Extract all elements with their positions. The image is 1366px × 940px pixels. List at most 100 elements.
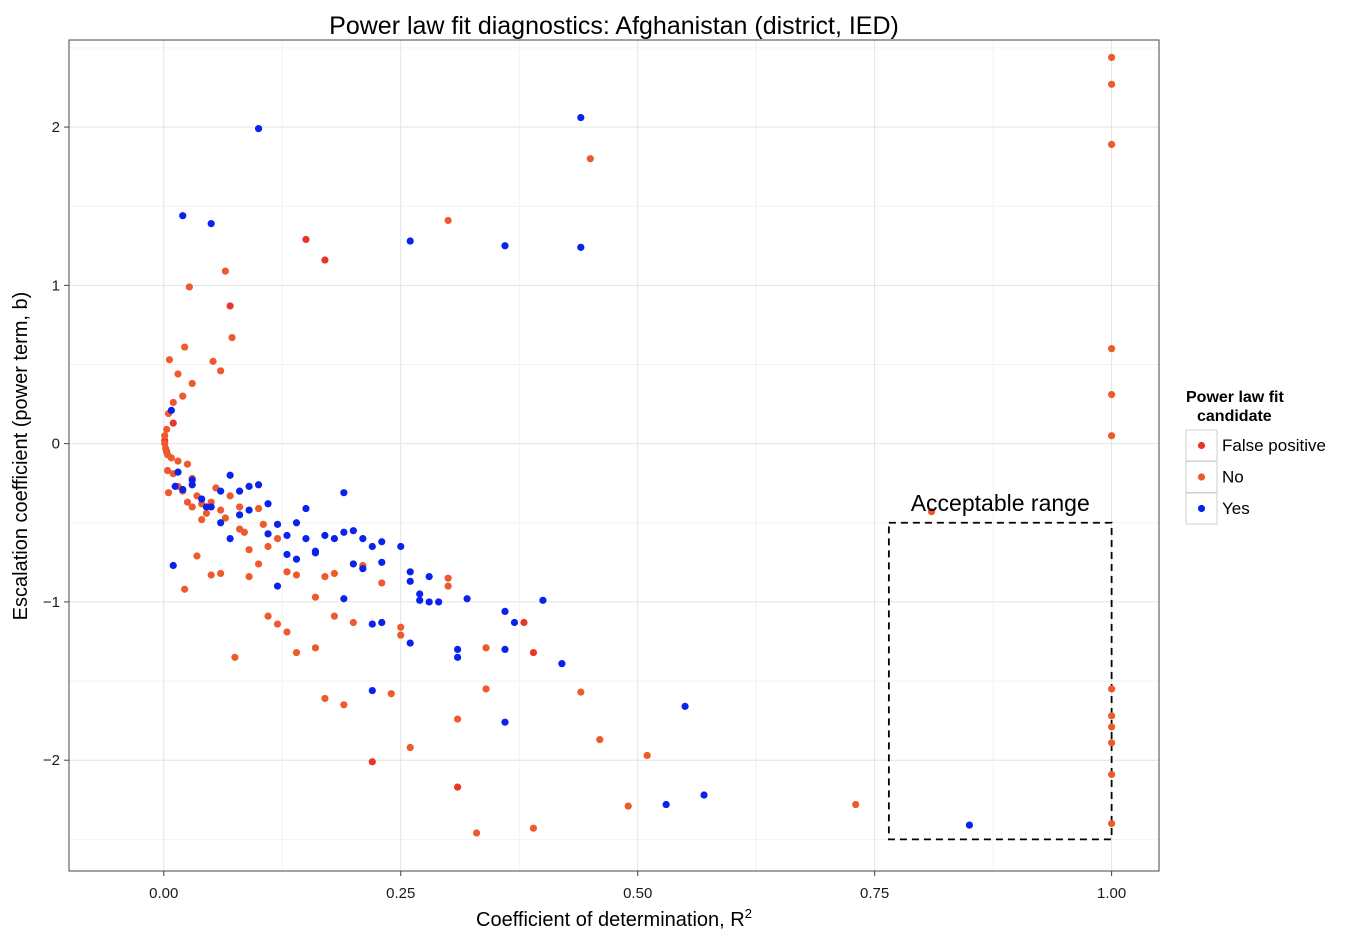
data-point	[209, 357, 217, 365]
data-point	[198, 495, 206, 503]
legend-marker	[1197, 473, 1206, 481]
data-point	[406, 577, 414, 585]
data-point	[501, 645, 509, 654]
data-point	[349, 527, 357, 535]
data-point	[259, 520, 267, 528]
data-point	[254, 560, 263, 568]
data-point	[254, 504, 263, 513]
data-point	[340, 528, 348, 536]
data-point	[207, 220, 215, 228]
data-point	[577, 113, 585, 122]
data-point	[1108, 723, 1116, 731]
data-point	[236, 503, 244, 511]
data-point	[292, 648, 301, 657]
data-point	[406, 237, 414, 245]
data-point	[927, 508, 936, 516]
data-point	[236, 511, 244, 519]
data-point	[340, 489, 348, 497]
data-point	[330, 569, 338, 578]
data-point	[965, 821, 974, 829]
data-point	[221, 514, 229, 522]
data-point	[226, 535, 234, 543]
data-point	[501, 718, 509, 726]
data-point	[463, 595, 471, 603]
data-point	[454, 783, 462, 791]
data-point	[359, 535, 367, 543]
y-tick-label: −1	[43, 594, 60, 611]
data-point	[228, 333, 236, 342]
data-point	[240, 528, 248, 536]
data-point	[292, 571, 301, 579]
data-point	[425, 572, 433, 581]
data-point	[349, 560, 357, 568]
data-point	[311, 644, 320, 652]
x-axis-title: Coefficient of determination, R2	[476, 906, 752, 931]
data-point	[321, 256, 329, 264]
data-point	[397, 631, 405, 639]
data-point	[321, 694, 329, 703]
data-point	[501, 242, 509, 250]
data-point	[161, 432, 169, 440]
data-point	[185, 283, 193, 291]
acceptable-range-rect	[887, 521, 1113, 841]
data-point	[482, 644, 490, 652]
data-points	[161, 53, 1116, 837]
data-point	[169, 561, 177, 570]
x-tick-label: 0.25	[386, 885, 415, 902]
data-point	[596, 736, 604, 744]
data-point	[425, 598, 433, 606]
data-point	[539, 596, 547, 604]
data-point	[221, 267, 229, 275]
data-point	[302, 504, 310, 513]
data-point	[179, 212, 187, 220]
data-point	[283, 628, 291, 636]
y-tick-label: 0	[52, 436, 60, 453]
data-point	[171, 482, 179, 490]
data-point	[662, 800, 670, 809]
data-point	[454, 653, 462, 661]
data-point	[330, 535, 338, 543]
data-point	[435, 598, 443, 606]
legend-marker	[1197, 441, 1206, 450]
y-tick-label: 1	[52, 277, 60, 294]
data-point	[397, 623, 405, 631]
series-false-positive	[161, 235, 538, 791]
data-point	[164, 489, 173, 497]
data-point	[273, 535, 282, 543]
data-point	[558, 660, 566, 668]
data-point	[577, 688, 585, 696]
gridlines	[69, 40, 1159, 871]
data-point	[368, 542, 376, 551]
x-axis-title-superscript: 2	[745, 906, 752, 921]
data-point	[444, 216, 452, 225]
data-point	[181, 585, 189, 593]
data-point	[202, 509, 211, 517]
data-point	[292, 519, 301, 527]
data-point	[643, 751, 651, 760]
data-point	[163, 425, 171, 433]
data-point	[183, 498, 192, 506]
data-point	[444, 574, 452, 582]
data-point	[1108, 140, 1116, 149]
data-point	[226, 492, 234, 500]
data-point	[264, 612, 272, 620]
data-point	[406, 568, 414, 576]
data-point	[321, 572, 329, 581]
data-point	[162, 444, 170, 452]
data-point	[167, 406, 175, 414]
data-point	[624, 802, 632, 810]
data-point	[188, 476, 196, 484]
legend-label: False positive	[1222, 436, 1326, 455]
data-point	[174, 468, 182, 476]
data-point	[852, 800, 860, 809]
data-point	[520, 618, 528, 627]
data-point	[1108, 390, 1116, 399]
data-point	[368, 620, 376, 628]
x-axis-title-text: Coefficient of determination, R	[476, 909, 745, 931]
data-point	[454, 715, 462, 723]
legend-label: Yes	[1222, 499, 1250, 518]
data-point	[340, 595, 348, 603]
data-point	[163, 466, 172, 475]
data-point	[169, 398, 177, 407]
